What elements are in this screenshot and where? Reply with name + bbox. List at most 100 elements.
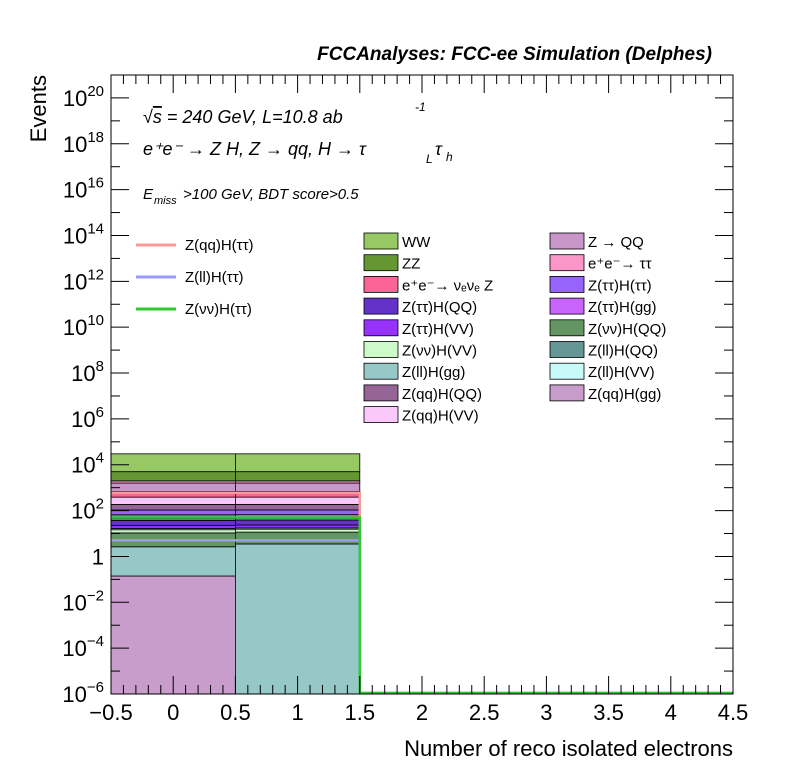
legend-swatch bbox=[549, 384, 585, 402]
legend-swatch bbox=[549, 341, 585, 358]
x-axis-ticks: −0.5 0 0.5 1 1.5 2 2.5 3 3.5 4 4.5 bbox=[89, 75, 748, 725]
bar-0-bin-0 bbox=[110, 575, 236, 695]
legend-swatch bbox=[549, 254, 585, 272]
legend-label: Z(νν)H(QQ) bbox=[588, 321, 666, 338]
legend-swatch bbox=[363, 362, 399, 380]
svg-text:E: E bbox=[143, 186, 154, 203]
y-tick-label: 1012 bbox=[63, 266, 104, 294]
bar-10-bin-0 bbox=[110, 504, 236, 511]
bar-16-bin-0 bbox=[110, 453, 236, 473]
bar-6-bin-1 bbox=[234, 519, 361, 526]
x-tick-label: 2 bbox=[416, 700, 428, 725]
x-tick-label: 2.5 bbox=[469, 700, 500, 725]
legend-swatch bbox=[549, 362, 585, 380]
legend-label: Z(qq)H(QQ) bbox=[402, 386, 482, 403]
legend-label: Z(ll)H(gg) bbox=[402, 364, 465, 381]
legend-label: Z(ll)H(VV) bbox=[588, 364, 655, 381]
bar-11-bin-0 bbox=[110, 496, 236, 505]
bar-9-bin-1 bbox=[234, 509, 361, 516]
legend-signal-label: Z(ll)H(ττ) bbox=[185, 269, 244, 286]
y-tick-label: 10−2 bbox=[62, 587, 104, 615]
process-annotation: e⁺e⁻ → Z H, Z → qq, H → τ L τ h bbox=[143, 139, 453, 166]
legend-label: Z → QQ bbox=[588, 234, 644, 251]
y-tick-label: 1 bbox=[92, 544, 104, 569]
svg-text:e⁺e⁻ → Z H, Z → qq, H → τ: e⁺e⁻ → Z H, Z → qq, H → τ bbox=[143, 139, 367, 159]
bar-2-bin-1 bbox=[234, 531, 361, 545]
cut-annotation: E miss >100 GeV, BDT score>0.5 bbox=[143, 186, 359, 207]
y-tick-label: 102 bbox=[71, 496, 104, 524]
y-tick-label: 1010 bbox=[63, 312, 104, 340]
legend-swatch bbox=[363, 341, 399, 358]
legend-swatch bbox=[363, 384, 399, 402]
legend-label: WW bbox=[402, 234, 431, 251]
cut-E: E bbox=[143, 186, 154, 203]
legend-label: Z(qq)H(gg) bbox=[588, 386, 661, 403]
legend-swatch bbox=[363, 297, 399, 315]
y-tick-label: 10−6 bbox=[62, 679, 104, 707]
x-tick-label: 3 bbox=[540, 700, 552, 725]
legend-label: Z(ττ)H(gg) bbox=[588, 299, 657, 316]
legend-label: e⁺e⁻→ νₑνₑ Z bbox=[402, 277, 493, 294]
legend-label: Z(ττ)H(ττ) bbox=[588, 277, 652, 294]
x-axis-title: Number of reco isolated electrons bbox=[404, 736, 733, 761]
lumi-label: = 240 GeV, L=10.8 ab bbox=[162, 107, 343, 127]
legend-signal-label: Z(νν)H(ττ) bbox=[185, 301, 252, 318]
legend-swatch bbox=[549, 232, 585, 250]
bar-5-bin-0 bbox=[110, 524, 236, 529]
legend-label: Z(ττ)H(QQ) bbox=[402, 299, 477, 316]
y-tick-label: 1020 bbox=[63, 83, 104, 111]
process-label: e⁺e⁻ → Z H, Z → qq, H → τ bbox=[143, 139, 367, 159]
svg-text:√s = 240 GeV, L=10.8 ab: √s = 240 GeV, L=10.8 ab bbox=[143, 107, 343, 127]
x-tick-label: 1 bbox=[291, 700, 303, 725]
sqrt-symbol: √ bbox=[143, 107, 153, 127]
bar-15-bin-1 bbox=[234, 471, 361, 482]
legend-swatch bbox=[363, 254, 399, 272]
y-tick-label: 1016 bbox=[63, 175, 104, 203]
y-tick-label: 10−4 bbox=[62, 633, 104, 661]
y-tick-label: 108 bbox=[71, 358, 104, 386]
bar-11-bin-1 bbox=[234, 496, 361, 505]
lumi-exponent: -1 bbox=[415, 100, 426, 114]
bar-9-bin-0 bbox=[110, 509, 236, 516]
legend-swatch bbox=[363, 232, 399, 250]
y-tick-label: 106 bbox=[71, 404, 104, 432]
legend-label: Z(ττ)H(VV) bbox=[402, 321, 474, 338]
legend-label: Z(qq)H(VV) bbox=[402, 408, 479, 425]
cut-sub: miss bbox=[154, 195, 177, 207]
plot-header: FCCAnalyses: FCC-ee Simulation (Delphes) bbox=[317, 44, 712, 65]
x-tick-label: 4.5 bbox=[718, 700, 749, 725]
legend-swatch bbox=[363, 406, 399, 424]
cut-rest: >100 GeV, BDT score>0.5 bbox=[183, 186, 359, 203]
legend-label: Z(νν)H(VV) bbox=[402, 343, 477, 360]
y-axis-ticks: 1020 1018 1016 1014 1012 1010 108 106 104 102 1 10−… bbox=[62, 74, 733, 707]
x-tick-label: 0.5 bbox=[220, 700, 251, 725]
y-tick-label: 1018 bbox=[63, 129, 104, 157]
stacked-histogram-bars bbox=[110, 453, 361, 695]
legend-swatch bbox=[549, 297, 585, 315]
bar-1-bin-1 bbox=[234, 543, 361, 695]
y-tick-label: 104 bbox=[71, 450, 104, 478]
process-sub-h: h bbox=[446, 150, 453, 164]
energy-lumi-annotation: √s = 240 GeV, L=10.8 ab -1 bbox=[143, 100, 426, 127]
bar-1-bin-0 bbox=[110, 546, 236, 577]
legend-swatch bbox=[363, 319, 399, 337]
y-axis-title: Events bbox=[26, 75, 51, 142]
sqrt-s-label: s bbox=[153, 107, 162, 127]
x-tick-label: 1.5 bbox=[345, 700, 376, 725]
bar-16-bin-1 bbox=[234, 453, 361, 473]
y-tick-label: 1014 bbox=[63, 220, 104, 248]
legend-swatch bbox=[549, 319, 585, 337]
bar-13-bin-0 bbox=[110, 482, 236, 492]
bar-10-bin-1 bbox=[234, 503, 361, 511]
bar-3-bin-1 bbox=[234, 528, 361, 533]
x-tick-label: 3.5 bbox=[593, 700, 624, 725]
bar-13-bin-1 bbox=[234, 482, 361, 492]
bar-3-bin-0 bbox=[110, 529, 236, 534]
bar-6-bin-0 bbox=[110, 519, 236, 526]
legend-swatch bbox=[549, 275, 585, 293]
x-tick-label: 0 bbox=[167, 700, 179, 725]
bar-15-bin-0 bbox=[110, 471, 236, 482]
legend: Z(qq)H(ττ) Z(ll)H(ττ) Z(νν)H(ττ) WW ZZ e⁺e⁻→ … bbox=[136, 232, 666, 425]
legend-swatch bbox=[363, 275, 399, 293]
